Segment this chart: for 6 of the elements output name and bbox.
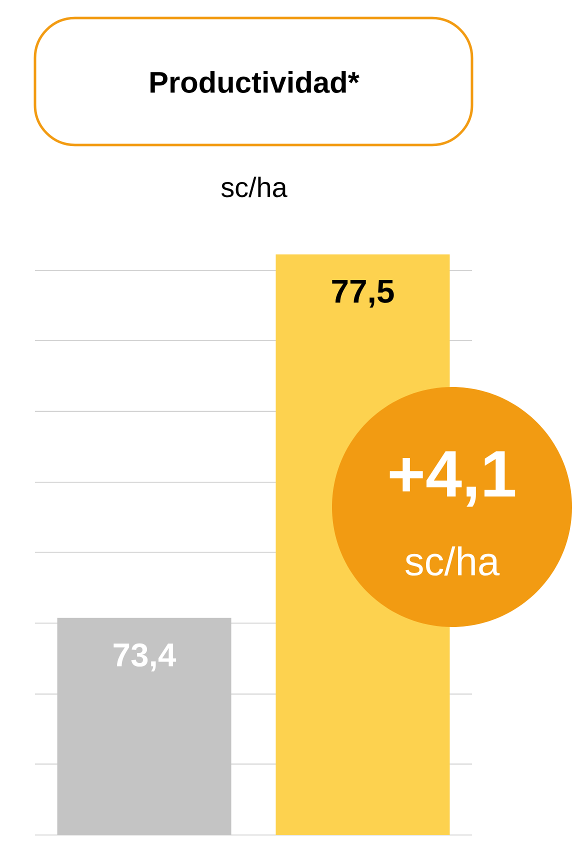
chart-subtitle: sc/ha	[221, 176, 288, 198]
data-label: 77,5	[332, 280, 394, 308]
chart-title: Productividad*	[150, 71, 360, 93]
data-label: 73,4	[114, 643, 176, 672]
annotation: +4,1	[390, 451, 516, 507]
annotation: sc/ha	[405, 546, 500, 576]
